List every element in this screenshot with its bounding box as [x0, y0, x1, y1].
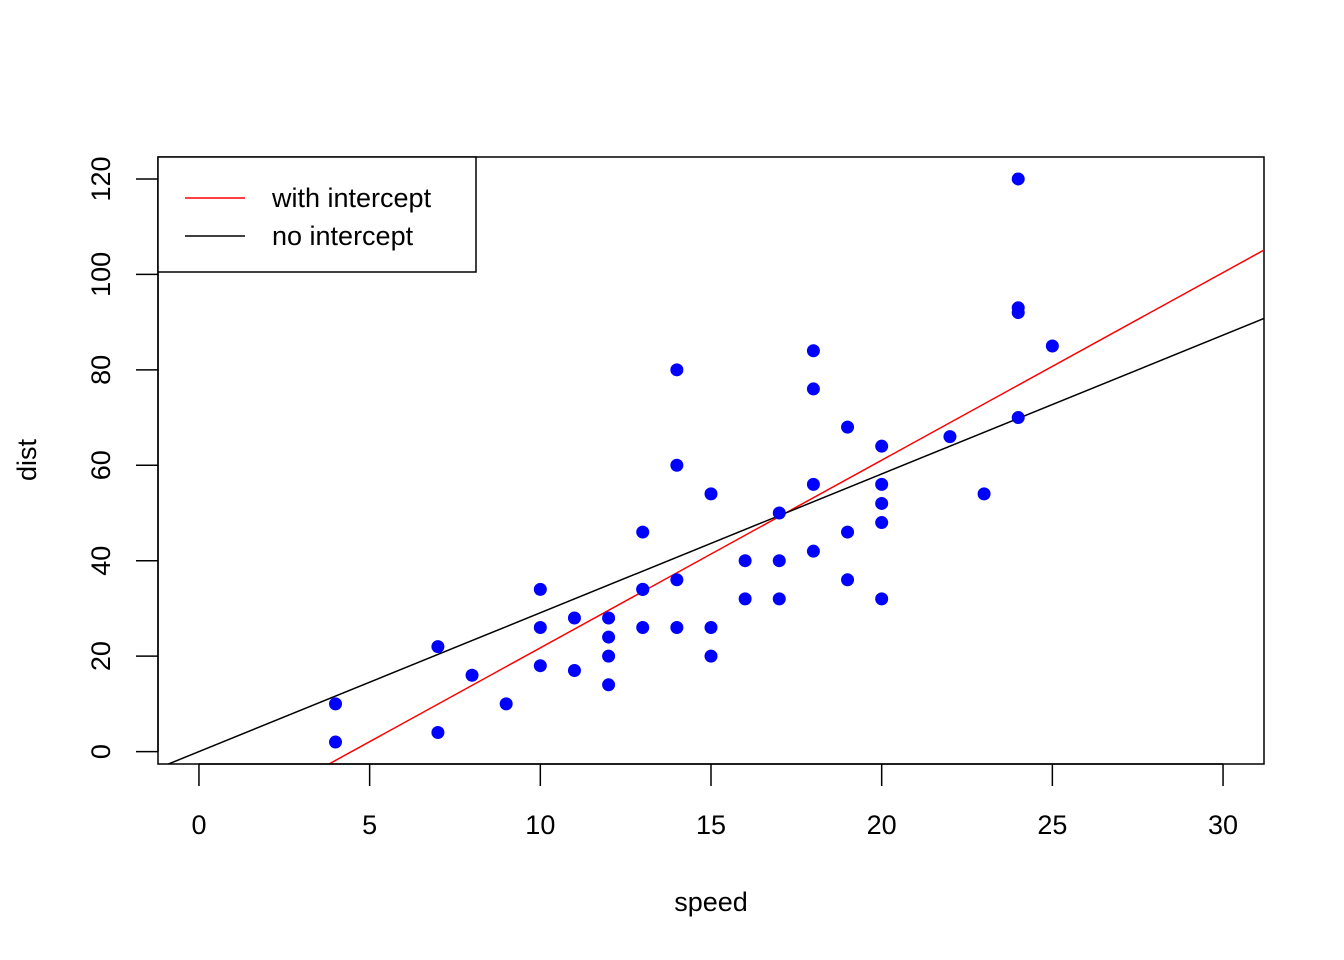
data-point: [806, 382, 820, 396]
x-tick-label: 10: [525, 810, 555, 840]
data-point: [567, 611, 581, 625]
legend-label-with-intercept: with intercept: [271, 183, 432, 213]
regression-line-0: [327, 249, 1264, 764]
x-axis-label: speed: [674, 887, 748, 917]
data-point: [636, 525, 650, 539]
data-point: [465, 668, 479, 682]
data-point: [738, 592, 752, 606]
data-point: [875, 439, 889, 453]
x-tick-label: 5: [362, 810, 377, 840]
data-point: [806, 344, 820, 358]
data-point: [1011, 172, 1025, 186]
regression-lines: [166, 249, 1264, 764]
y-tick-label: 20: [86, 641, 116, 671]
legend-label-no-intercept: no intercept: [272, 221, 414, 251]
data-point: [875, 477, 889, 491]
x-tick-label: 25: [1037, 810, 1067, 840]
data-point: [567, 663, 581, 677]
x-tick-label: 30: [1208, 810, 1238, 840]
y-tick-label: 40: [86, 546, 116, 576]
data-point: [329, 697, 343, 711]
data-point: [533, 659, 547, 673]
data-point: [670, 458, 684, 472]
data-point: [1011, 411, 1025, 425]
data-point: [772, 592, 786, 606]
data-point: [636, 582, 650, 596]
x-tick-label: 0: [191, 810, 206, 840]
data-point: [670, 573, 684, 587]
y-tick-label: 0: [86, 744, 116, 759]
data-point: [806, 544, 820, 558]
data-point: [431, 726, 445, 740]
y-tick-label: 60: [86, 450, 116, 480]
data-point: [533, 582, 547, 596]
data-point: [977, 487, 991, 501]
data-point: [1045, 339, 1059, 353]
data-point: [670, 621, 684, 635]
data-point: [670, 363, 684, 377]
y-axis: 0 20 40 60 80 100 120: [86, 156, 159, 759]
data-point: [806, 477, 820, 491]
data-point: [875, 592, 889, 606]
legend: with intercept no intercept: [157, 156, 477, 273]
data-point: [1011, 301, 1025, 315]
y-tick-label: 120: [86, 156, 116, 201]
y-tick-label: 80: [86, 355, 116, 385]
data-point: [602, 630, 616, 644]
data-point: [738, 554, 752, 568]
data-point: [943, 430, 957, 444]
data-point: [841, 420, 855, 434]
data-point: [772, 506, 786, 520]
data-point: [329, 735, 343, 749]
legend-box: [157, 156, 477, 273]
data-point: [704, 621, 718, 635]
data-point: [704, 487, 718, 501]
data-point: [533, 621, 547, 635]
x-tick-label: 15: [696, 810, 726, 840]
data-point: [602, 678, 616, 692]
data-point: [875, 516, 889, 530]
y-axis-label: dist: [12, 439, 42, 482]
x-axis: 0 5 10 15 20 25 30: [191, 763, 1238, 840]
data-point: [602, 611, 616, 625]
data-point: [431, 640, 445, 654]
data-points: [329, 172, 1059, 749]
data-point: [875, 496, 889, 510]
regression-line-1: [166, 317, 1264, 764]
y-tick-label: 100: [86, 252, 116, 297]
data-point: [772, 554, 786, 568]
x-tick-label: 20: [867, 810, 897, 840]
data-point: [602, 649, 616, 663]
data-point: [636, 621, 650, 635]
data-point: [704, 649, 718, 663]
data-point: [841, 573, 855, 587]
data-point: [499, 697, 513, 711]
data-point: [841, 525, 855, 539]
